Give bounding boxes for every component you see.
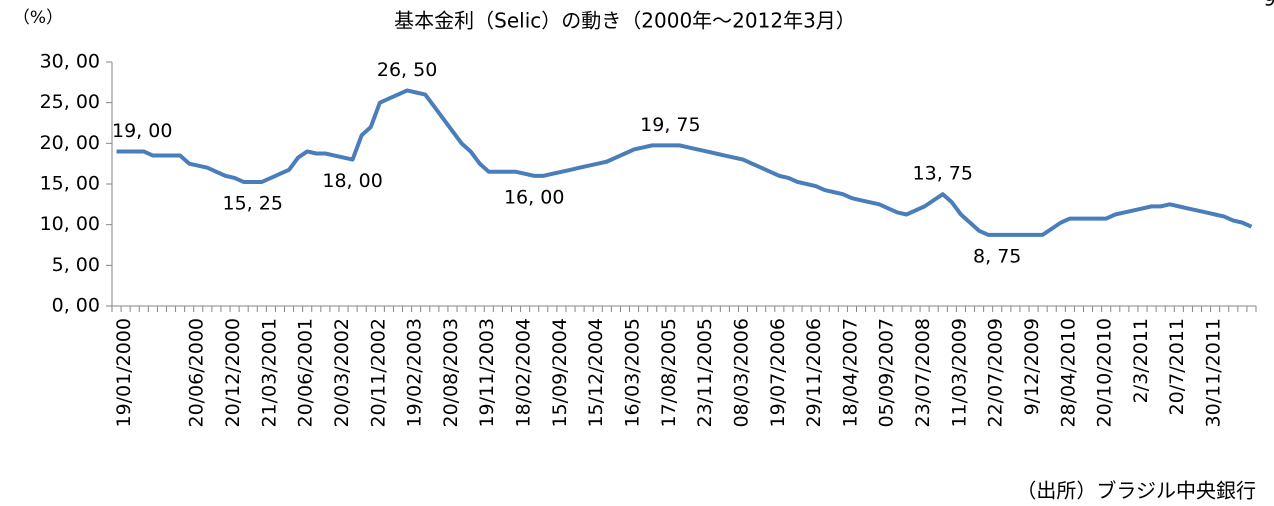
x-tick-label: 21/03/2001 (258, 318, 280, 428)
x-tick-label: 28/04/2010 (1057, 318, 1079, 428)
x-tick-label: 9/12/2009 (1021, 318, 1043, 415)
x-tick-label: 20/08/2003 (440, 318, 462, 428)
x-tick-label: 16/03/2005 (621, 318, 643, 428)
data-label: 19, 00 (112, 120, 172, 142)
data-label: 9, 75 (1264, 0, 1274, 11)
x-tick-label: 20/06/2000 (186, 318, 208, 428)
x-tick-label: 20/7/2011 (1166, 318, 1188, 415)
y-tick-label: 30, 00 (40, 51, 100, 73)
y-tick-label: 10, 00 (40, 213, 100, 235)
x-tick-label: 05/09/2007 (876, 318, 898, 428)
data-label: 13, 75 (913, 163, 973, 185)
x-tick-label: 23/07/2008 (912, 318, 934, 428)
y-axis-label: （%） (13, 8, 63, 28)
x-tick-label: 20/10/2010 (1094, 318, 1116, 428)
x-tick-label: 17/08/2005 (658, 318, 680, 428)
y-tick-label: 20, 00 (40, 132, 100, 154)
x-tick-label: 2/3/2011 (1130, 318, 1152, 403)
x-tick-label: 19/01/2000 (113, 318, 135, 428)
x-tick-label: 19/11/2003 (476, 318, 498, 428)
y-tick-label: 25, 00 (40, 91, 100, 113)
y-tick-label: 0, 00 (52, 295, 100, 317)
data-label: 16, 00 (504, 186, 564, 208)
source-note: （出所）ブラジル中央銀行 (1016, 479, 1256, 503)
data-label: 15, 25 (223, 192, 283, 214)
series-line (116, 88, 1253, 237)
chart-title: 基本金利（Selic）の動き（2000年～2012年3月） (394, 9, 856, 33)
x-tick-label: 18/02/2004 (513, 318, 535, 428)
x-tick-label: 23/11/2005 (694, 318, 716, 428)
x-tick-label: 18/04/2007 (839, 318, 861, 428)
x-tick-label: 11/03/2009 (948, 318, 970, 428)
x-tick-label: 20/12/2000 (222, 318, 244, 428)
data-label: 19, 75 (640, 114, 700, 136)
x-tick-label: 08/03/2006 (730, 318, 752, 428)
x-tick-label: 15/12/2004 (585, 318, 607, 428)
data-label: 18, 00 (322, 170, 382, 192)
x-tick-label: 29/11/2006 (803, 318, 825, 428)
x-tick-label: 20/06/2001 (295, 318, 317, 428)
data-label: 26, 50 (377, 59, 437, 81)
x-tick-label: 30/11/2011 (1203, 318, 1225, 428)
x-tick-label: 20/03/2002 (331, 318, 353, 428)
x-tick-label: 19/02/2003 (404, 318, 426, 428)
x-tick-label: 15/09/2004 (549, 318, 571, 428)
y-tick-label: 15, 00 (40, 173, 100, 195)
data-label: 8, 75 (973, 245, 1021, 267)
x-tick-label: 19/07/2006 (767, 318, 789, 428)
x-tick-label: 22/07/2009 (985, 318, 1007, 428)
y-tick-label: 5, 00 (52, 254, 100, 276)
x-tick-label: 20/11/2002 (367, 318, 389, 428)
